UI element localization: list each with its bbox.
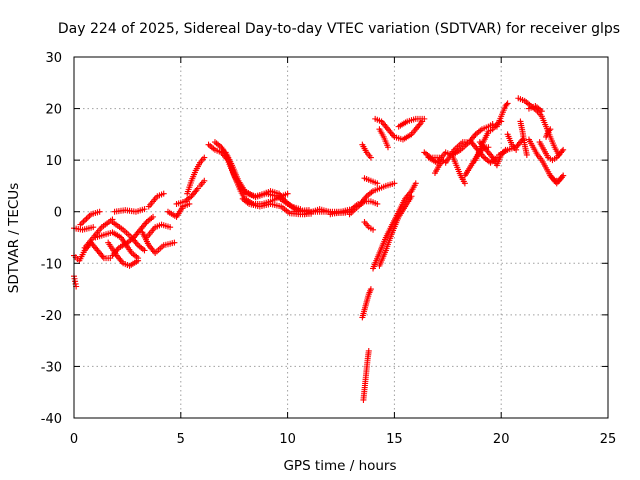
data-point: [171, 239, 178, 246]
data-point: [560, 172, 567, 179]
data-point: [538, 108, 545, 115]
y-tick-label: -40: [41, 412, 62, 427]
y-tick-label: 20: [45, 103, 62, 118]
x-axis-label: GPS time / hours: [283, 458, 396, 474]
data-point: [201, 154, 208, 161]
data-point: [90, 224, 97, 231]
data-point: [421, 115, 428, 122]
data-point: [384, 144, 391, 151]
y-tick-label: -10: [41, 257, 62, 272]
axis-ticks: [73, 56, 609, 419]
data-point: [523, 151, 530, 158]
data-point: [78, 220, 85, 227]
data-point: [81, 217, 88, 224]
x-tick-label: 10: [279, 432, 296, 447]
data-point: [408, 193, 415, 200]
x-tick-label: 0: [70, 432, 78, 447]
data-point: [513, 146, 520, 153]
data-point: [519, 136, 526, 143]
x-tick-label: 25: [600, 432, 617, 447]
data-point: [367, 286, 374, 293]
plot-frame: [73, 56, 609, 419]
data-point: [85, 214, 92, 221]
data-point: [135, 257, 142, 264]
data-point: [559, 148, 566, 155]
data-point: [374, 200, 381, 207]
data-point: [160, 190, 167, 197]
data-point: [80, 218, 87, 225]
data-point: [186, 200, 193, 207]
x-tick-label: 5: [177, 432, 185, 447]
data-point: [96, 208, 103, 215]
x-tick-label: 20: [493, 432, 510, 447]
data-point: [546, 127, 553, 134]
data-points: [71, 95, 567, 403]
y-tick-label: 0: [54, 206, 62, 221]
y-tick-label: -20: [41, 309, 62, 324]
y-tick-label: -30: [41, 360, 62, 375]
y-tick-label: 30: [45, 51, 62, 66]
chart-title: Day 224 of 2025, Sidereal Day-to-day VTE…: [58, 21, 620, 37]
x-tick-label: 15: [386, 432, 403, 447]
y-tick-label: 10: [45, 154, 62, 169]
data-point: [201, 177, 208, 184]
data-point: [503, 101, 510, 108]
data-point: [367, 154, 374, 161]
data-point: [461, 180, 468, 187]
data-point: [141, 206, 148, 213]
data-point: [391, 180, 398, 187]
data-point: [504, 100, 511, 107]
data-point: [412, 180, 419, 187]
data-point: [150, 213, 157, 220]
data-point: [83, 215, 90, 222]
data-point: [167, 224, 174, 231]
data-point: [141, 247, 148, 254]
data-point: [560, 146, 567, 153]
y-axis-label: SDTVAR / TECUs: [6, 183, 22, 293]
data-point: [284, 190, 291, 197]
tick-labels: 0 5 10 15 20 25 -40 -30 -20 -10 0 10 20 30: [41, 51, 617, 447]
grid-lines: [74, 57, 608, 418]
data-point: [547, 126, 554, 133]
data-point: [374, 180, 381, 187]
data-point: [370, 226, 377, 233]
data-point: [365, 347, 372, 354]
